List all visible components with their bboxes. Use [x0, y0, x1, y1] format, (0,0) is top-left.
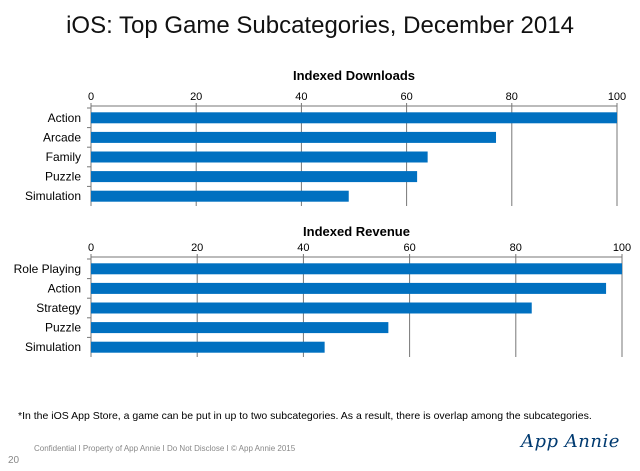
category-label: Puzzle	[45, 170, 81, 184]
bar	[91, 171, 418, 183]
page-number: 20	[8, 455, 20, 466]
bar	[91, 322, 389, 334]
tick-label: 80	[510, 242, 522, 254]
category-label: Role Playing	[14, 262, 81, 276]
bar	[91, 190, 349, 202]
bar	[91, 282, 607, 294]
category-label: Family	[46, 150, 81, 164]
category-label: Simulation	[25, 189, 81, 203]
category-label: Action	[48, 281, 81, 295]
tick-label: 0	[88, 242, 94, 254]
category-label: Simulation	[25, 340, 81, 354]
chart-title: Indexed Revenue	[303, 224, 410, 239]
tick-label: 40	[297, 242, 309, 254]
revenue-chart: Indexed Revenue 0 20 40 60 80 100 Role Playing A…	[14, 224, 631, 357]
bar	[91, 302, 532, 314]
tick-label: 60	[400, 91, 412, 103]
tick-label: 20	[191, 242, 203, 254]
tick-label: 60	[403, 242, 415, 254]
category-label: Action	[48, 111, 81, 125]
tick-label: 100	[608, 91, 626, 103]
bar	[91, 112, 617, 124]
chart-title: Indexed Downloads	[293, 68, 415, 83]
confidential-footer: Confidential I Property of App Annie I D…	[34, 444, 296, 453]
bar	[91, 151, 428, 163]
tick-label: 0	[88, 91, 94, 103]
downloads-chart: Indexed Downloads 0 20 40 60 80 100 Action Arcad…	[25, 68, 626, 206]
category-label: Strategy	[36, 301, 81, 315]
category-label: Arcade	[43, 130, 81, 144]
bar	[91, 341, 325, 353]
tick-label: 100	[613, 242, 631, 254]
slide-title: iOS: Top Game Subcategories, December 20…	[66, 12, 574, 39]
tick-label: 80	[506, 91, 518, 103]
footnote: *In the iOS App Store, a game can be put…	[18, 410, 592, 422]
app-annie-logo: App Annie	[521, 431, 620, 452]
category-label: Puzzle	[45, 321, 81, 335]
tick-label: 40	[295, 91, 307, 103]
bar	[91, 263, 622, 275]
tick-label: 20	[190, 91, 202, 103]
bar	[91, 131, 497, 143]
